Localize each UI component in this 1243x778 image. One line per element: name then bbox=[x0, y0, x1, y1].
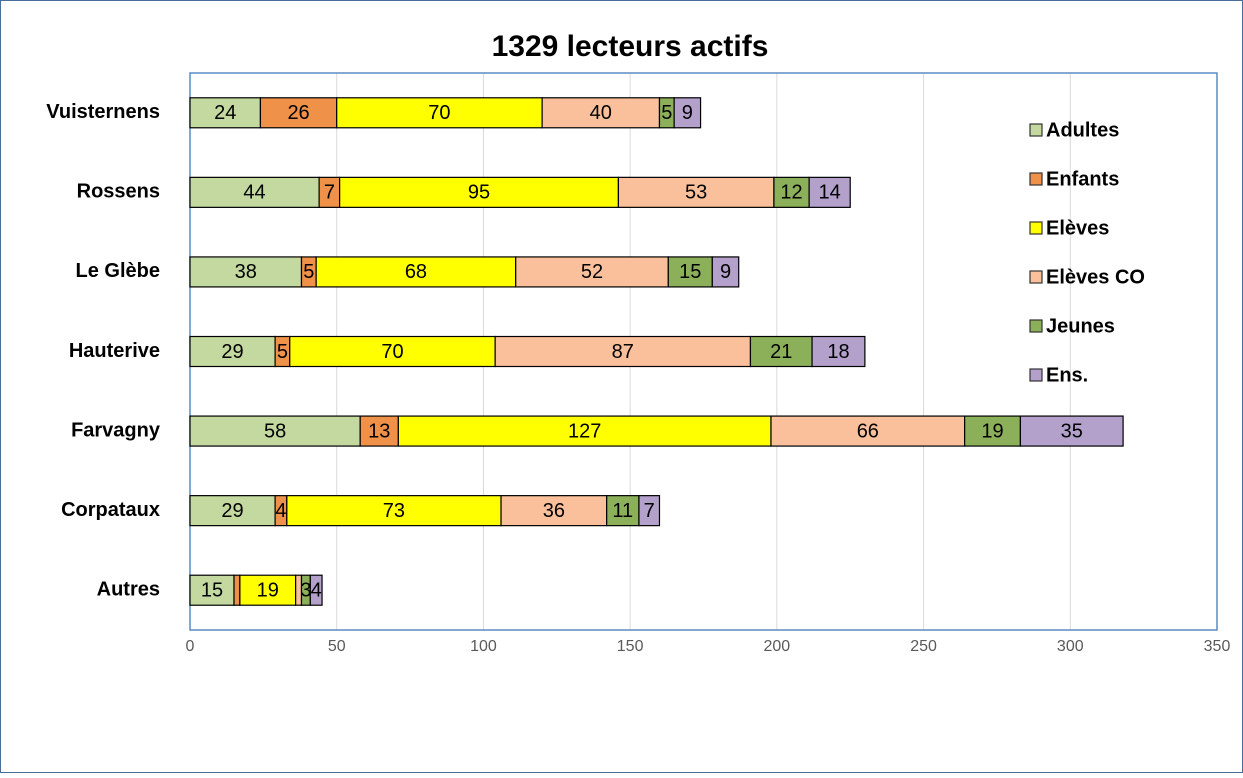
data-label: 19 bbox=[257, 579, 279, 601]
bar-segment bbox=[286, 495, 502, 527]
data-label: 29 bbox=[221, 500, 243, 522]
bar-segment bbox=[606, 495, 640, 527]
bar-segment bbox=[239, 574, 297, 606]
x-tick-label: 200 bbox=[764, 638, 791, 655]
bar-segment bbox=[309, 574, 323, 606]
legend-label: Enfants bbox=[1046, 168, 1119, 190]
bar-segment bbox=[808, 176, 851, 208]
data-label: 14 bbox=[819, 182, 841, 204]
x-tick-label: 350 bbox=[1204, 638, 1231, 655]
y-tick-label: Le Glèbe bbox=[76, 260, 160, 282]
y-tick-label: Rossens bbox=[77, 181, 160, 203]
data-label: 68 bbox=[405, 261, 427, 283]
data-label: 87 bbox=[612, 341, 634, 363]
bar-segment bbox=[189, 97, 262, 129]
bar-segment bbox=[233, 574, 241, 606]
x-tick-label: 50 bbox=[328, 638, 346, 655]
data-label: 29 bbox=[221, 341, 243, 363]
data-label: 5 bbox=[661, 102, 672, 124]
bar-segment bbox=[964, 415, 1022, 447]
bar-segment bbox=[189, 335, 276, 368]
y-tick-label: Hauterive bbox=[69, 340, 160, 362]
data-label: 7 bbox=[324, 182, 335, 204]
data-label: 26 bbox=[287, 102, 309, 124]
data-label: 19 bbox=[981, 420, 1003, 442]
bar-segment bbox=[289, 335, 496, 368]
bar-segment bbox=[711, 256, 740, 288]
data-label: 70 bbox=[428, 102, 450, 124]
y-tick-label: Farvagny bbox=[71, 419, 161, 441]
data-label: 52 bbox=[581, 261, 603, 283]
data-label: 38 bbox=[235, 261, 257, 283]
bar-segment bbox=[515, 256, 669, 288]
bar-segment bbox=[189, 574, 235, 606]
data-label: 9 bbox=[720, 261, 731, 283]
legend-swatch bbox=[1029, 270, 1043, 284]
data-label: 58 bbox=[264, 420, 286, 442]
y-tick-label: Corpataux bbox=[61, 499, 160, 521]
legend-swatch bbox=[1029, 123, 1043, 137]
data-label: 70 bbox=[381, 341, 403, 363]
x-tick-label: 250 bbox=[910, 638, 937, 655]
x-tick-label: 100 bbox=[470, 638, 497, 655]
bar-segment bbox=[189, 415, 361, 447]
bar-segment bbox=[749, 335, 813, 368]
legend-swatch bbox=[1029, 319, 1043, 333]
x-tick-label: 150 bbox=[617, 638, 644, 655]
data-label: 4 bbox=[275, 500, 286, 522]
data-label: 40 bbox=[590, 102, 612, 124]
data-label: 3 bbox=[300, 579, 311, 601]
data-label: 53 bbox=[685, 182, 707, 204]
data-label: 15 bbox=[201, 579, 223, 601]
data-label: 5 bbox=[303, 261, 314, 283]
data-label: 44 bbox=[243, 182, 265, 204]
bar-segment bbox=[617, 176, 775, 208]
y-tick-label: Vuisternens bbox=[46, 101, 160, 123]
data-label: 13 bbox=[368, 420, 390, 442]
legend-label: Jeunes bbox=[1046, 315, 1115, 337]
data-label: 35 bbox=[1061, 420, 1083, 442]
legend-swatch bbox=[1029, 368, 1043, 382]
data-label: 73 bbox=[383, 500, 405, 522]
data-label: 21 bbox=[770, 341, 792, 363]
bar-segment bbox=[541, 97, 661, 129]
y-tick-label: Autres bbox=[97, 578, 160, 600]
data-label: 18 bbox=[827, 341, 849, 363]
bar-segment bbox=[315, 256, 517, 288]
bar-segment bbox=[500, 495, 608, 527]
legend-label: Adultes bbox=[1046, 119, 1119, 141]
bar-segment bbox=[339, 176, 620, 208]
data-label: 4 bbox=[311, 579, 322, 601]
legend-label: Ens. bbox=[1046, 364, 1088, 386]
legend-swatch bbox=[1029, 172, 1043, 186]
data-label: 7 bbox=[644, 500, 655, 522]
chart-title: 1329 lecteurs actifs bbox=[492, 30, 769, 63]
x-tick-label: 300 bbox=[1057, 638, 1084, 655]
legend-label: Elèves bbox=[1046, 217, 1109, 239]
bar-segment bbox=[673, 97, 702, 129]
x-tick-label: 0 bbox=[186, 638, 195, 655]
data-label: 15 bbox=[679, 261, 701, 283]
legend-swatch bbox=[1029, 221, 1043, 235]
bar-segment bbox=[811, 335, 866, 368]
bar-segment bbox=[667, 256, 713, 288]
data-label: 127 bbox=[568, 420, 601, 442]
bar-segment bbox=[189, 256, 303, 288]
bar-segment bbox=[494, 335, 752, 368]
data-label: 95 bbox=[468, 182, 490, 204]
bar-segment bbox=[259, 97, 338, 129]
data-label: 12 bbox=[780, 182, 802, 204]
legend-label: Elèves CO bbox=[1046, 266, 1145, 288]
data-label: 36 bbox=[543, 500, 565, 522]
data-label: 24 bbox=[214, 102, 236, 124]
bar-segment bbox=[638, 495, 661, 527]
bar-segment bbox=[1019, 415, 1124, 447]
bar-segment bbox=[770, 415, 966, 447]
data-label: 9 bbox=[682, 102, 693, 124]
data-label: 11 bbox=[612, 500, 633, 522]
bar-segment bbox=[773, 176, 810, 208]
data-label: 66 bbox=[857, 420, 879, 442]
data-label: 5 bbox=[277, 341, 288, 363]
